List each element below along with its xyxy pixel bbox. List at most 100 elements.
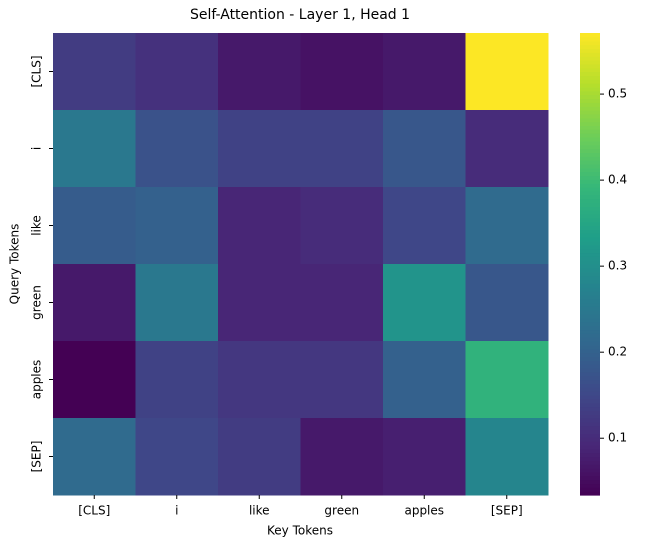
colorbar-segment bbox=[580, 425, 600, 431]
colorbar-segment bbox=[580, 52, 600, 57]
colorbar-segment bbox=[580, 160, 600, 165]
colorbar-segment bbox=[580, 190, 600, 196]
colorbar-segment bbox=[580, 333, 600, 338]
heatmap-cell bbox=[383, 110, 466, 188]
colorbar-segment bbox=[580, 40, 600, 46]
colorbar-segment bbox=[580, 394, 600, 400]
colorbar-segment bbox=[580, 371, 600, 377]
colorbar-segment bbox=[580, 325, 600, 331]
heatmap-cell bbox=[53, 33, 136, 111]
colorbar-segment bbox=[580, 314, 600, 319]
colorbar-segment bbox=[580, 460, 600, 465]
colorbar-segment bbox=[580, 244, 600, 250]
colorbar-segment bbox=[580, 329, 600, 334]
colorbar-segment bbox=[580, 310, 600, 315]
heatmap-cell bbox=[383, 341, 466, 419]
colorbar-segment bbox=[580, 198, 600, 203]
heatmap-cell bbox=[53, 187, 136, 265]
colorbar-segment bbox=[580, 202, 600, 207]
colorbar-segment bbox=[580, 210, 600, 215]
heatmap-cell bbox=[53, 110, 136, 188]
colorbar-segment bbox=[580, 187, 600, 192]
colorbar-segment bbox=[580, 283, 600, 288]
colorbar-segment bbox=[580, 44, 600, 49]
heatmap-cell bbox=[300, 187, 384, 265]
colorbar-segment bbox=[580, 36, 600, 42]
colorbar-segment bbox=[580, 167, 600, 173]
colorbar-segment bbox=[580, 468, 600, 473]
heatmap-cell bbox=[300, 341, 384, 419]
heatmap-cell bbox=[135, 341, 219, 419]
colorbar-segment bbox=[580, 356, 600, 361]
colorbar-segment bbox=[580, 487, 600, 492]
colorbar-segment bbox=[580, 194, 600, 200]
colorbar-segment bbox=[580, 352, 600, 357]
colorbar-segment bbox=[580, 102, 600, 107]
colorbar-segment bbox=[580, 63, 600, 69]
colorbar-segment bbox=[580, 144, 600, 150]
colorbar-segment bbox=[580, 175, 600, 180]
colorbar-segment bbox=[580, 471, 600, 477]
colorbar-segment bbox=[580, 121, 600, 126]
colorbar-segment bbox=[580, 429, 600, 434]
colorbar-segment bbox=[580, 163, 600, 169]
colorbar-segment bbox=[580, 71, 600, 76]
heatmap-cell bbox=[135, 33, 219, 111]
heatmap-cell bbox=[218, 418, 301, 496]
heatmap-cell bbox=[465, 264, 549, 342]
colorbar-segment bbox=[580, 213, 600, 219]
heatmap-cell bbox=[135, 418, 219, 496]
colorbar-segment bbox=[580, 260, 600, 265]
colorbar-segment bbox=[580, 398, 600, 404]
colorbar-segment bbox=[580, 418, 600, 423]
heatmap-cell bbox=[218, 341, 301, 419]
colorbar-segment bbox=[580, 148, 600, 153]
colorbar-segment bbox=[580, 421, 600, 427]
colorbar-segment bbox=[580, 271, 600, 277]
y-tick-label: [CLS] bbox=[30, 55, 44, 87]
colorbar-tick-label: 0.1 bbox=[608, 431, 627, 445]
colorbar-segment bbox=[580, 433, 600, 438]
heatmap-cell bbox=[135, 110, 219, 188]
colorbar-segment bbox=[580, 206, 600, 211]
heatmap-cell bbox=[300, 264, 384, 342]
colorbar-segment bbox=[580, 475, 600, 481]
heatmap-cell bbox=[465, 33, 549, 111]
colorbar-segment bbox=[580, 136, 600, 142]
colorbar-segment bbox=[580, 225, 600, 230]
colorbar-segment bbox=[580, 237, 600, 242]
heatmap-cell bbox=[383, 264, 466, 342]
heatmap-cell bbox=[53, 418, 136, 496]
heatmap-cell bbox=[300, 110, 384, 188]
colorbar-segment bbox=[580, 217, 600, 223]
y-tick-label: apples bbox=[30, 360, 44, 400]
heatmap-cell bbox=[53, 341, 136, 419]
y-axis-label: Query Tokens bbox=[8, 224, 22, 305]
colorbar-segment bbox=[580, 367, 600, 373]
heatmap-cell bbox=[465, 110, 549, 188]
colorbar-segment bbox=[580, 221, 600, 227]
heatmap-cell bbox=[300, 33, 384, 111]
colorbar-segment bbox=[580, 406, 600, 411]
colorbar-segment bbox=[580, 240, 600, 246]
colorbar-segment bbox=[580, 290, 600, 296]
colorbar-segment bbox=[580, 294, 600, 300]
colorbar-segment bbox=[580, 364, 600, 369]
y-tick-label: like bbox=[30, 215, 44, 236]
heatmap-cell bbox=[135, 264, 219, 342]
colorbar-segment bbox=[580, 375, 600, 381]
heatmap-cell bbox=[53, 264, 136, 342]
x-tick-label: green bbox=[324, 504, 359, 518]
colorbar-segment bbox=[580, 452, 600, 458]
colorbar-segment bbox=[580, 379, 600, 384]
colorbar-tick-label: 0.4 bbox=[608, 173, 627, 187]
colorbar-segment bbox=[580, 110, 600, 115]
colorbar-segment bbox=[580, 117, 600, 123]
colorbar-tick-label: 0.3 bbox=[608, 259, 627, 273]
heatmap-cell bbox=[218, 33, 301, 111]
colorbar-segment bbox=[580, 90, 600, 96]
heatmap-cell bbox=[383, 33, 466, 111]
colorbar-segment bbox=[580, 133, 600, 138]
colorbar-segment bbox=[580, 264, 600, 269]
colorbar-segment bbox=[580, 267, 600, 273]
